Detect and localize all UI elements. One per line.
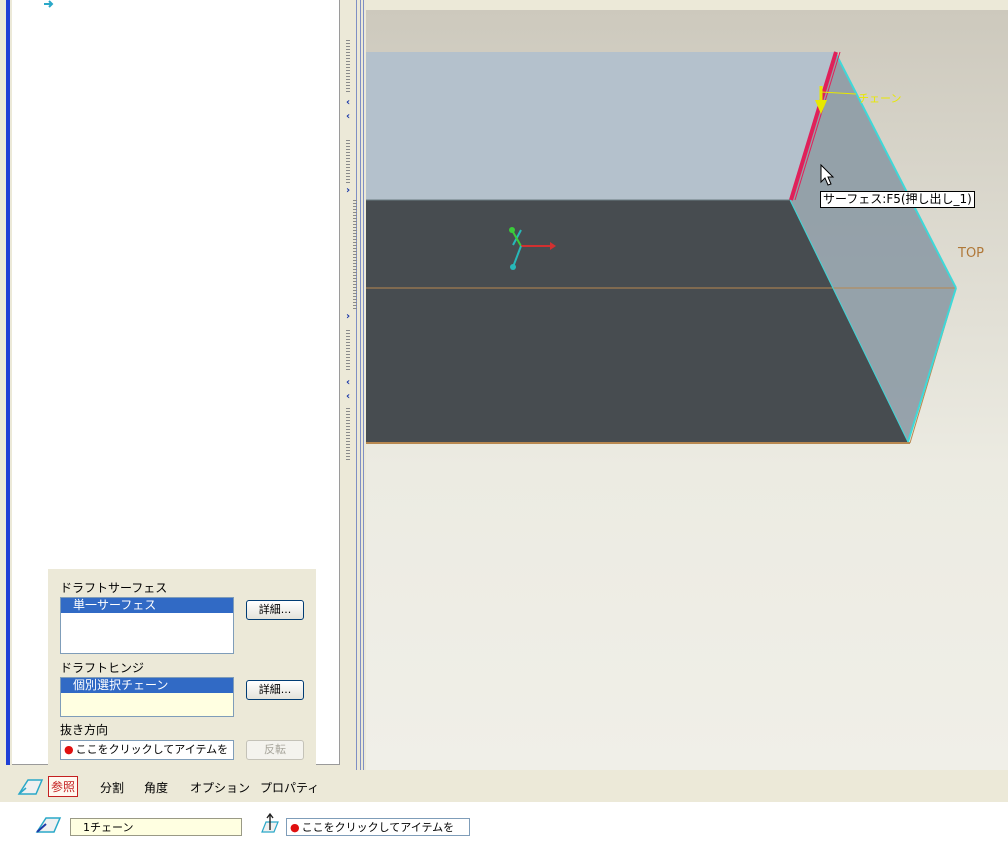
tab-options[interactable]: オプション	[190, 781, 251, 795]
expand-right-icon[interactable]: ›	[346, 311, 351, 322]
pull-direction-field[interactable]: ● ここをクリックしてアイテムを	[286, 818, 470, 836]
draft-surface-detail-button[interactable]: 詳細...	[246, 600, 304, 620]
collapse-left-icon[interactable]: ‹	[346, 391, 351, 402]
tab-split[interactable]: 分割	[100, 781, 125, 795]
splitter-grip	[346, 140, 350, 184]
chain-leader-line	[820, 91, 857, 95]
panel-accent-bar	[6, 0, 10, 765]
dashboard-tab-bar: 参照 分割 角度 オプション プロパティ	[0, 770, 1008, 802]
splitter-line	[356, 0, 357, 770]
tree-node-icon	[44, 0, 54, 8]
draft-hinge-field[interactable]: 1チェーン	[70, 818, 242, 836]
csys-y-tip	[509, 227, 515, 233]
splitter-grip	[346, 40, 350, 92]
chain-arrow-icon	[815, 100, 827, 114]
draft-surface-collector[interactable]: 単一サーフェス	[60, 597, 234, 654]
csys-z-axis	[512, 245, 522, 268]
draft-hinge-detail-button[interactable]: 詳細...	[246, 680, 304, 700]
highlighted-edge	[794, 51, 841, 201]
draft-hinge-item[interactable]: 個別選択チェーン	[61, 678, 233, 693]
required-dot-icon: ●	[290, 821, 300, 834]
draft-hinge-label: ドラフトヒンジ	[60, 661, 145, 675]
tab-references[interactable]: 参照	[48, 776, 79, 797]
side-surface[interactable]	[790, 52, 956, 442]
pull-direction-label: 抜き方向	[60, 723, 109, 737]
back-surface[interactable]	[366, 52, 835, 200]
csys-y-axis	[512, 231, 522, 247]
tab-properties[interactable]: プロパティ	[260, 781, 320, 795]
base-surface[interactable]	[366, 200, 908, 442]
collapse-left-icon[interactable]: ‹	[346, 97, 351, 108]
model-edge	[907, 287, 957, 443]
model-edge	[834, 51, 957, 289]
splitter-line	[363, 0, 364, 770]
expand-right-icon[interactable]: ›	[346, 185, 351, 196]
top-plane-label[interactable]: TOP	[958, 246, 985, 261]
draft-surface-item[interactable]: 単一サーフェス	[61, 598, 233, 613]
graphics-viewport[interactable]: チェーン サーフェス:F5(押し出し_1) TOP	[366, 10, 1008, 770]
splitter-grip	[353, 200, 357, 310]
surface-tooltip: サーフェス:F5(押し出し_1)	[820, 191, 975, 208]
collapse-left-icon[interactable]: ‹	[346, 377, 351, 388]
highlighted-edge[interactable]	[789, 51, 838, 201]
pull-direction-collector[interactable]: ● ここをクリックしてアイテムを	[60, 740, 234, 760]
reference-panel: ドラフトサーフェス 単一サーフェス 詳細... ドラフトヒンジ 個別選択チェーン…	[48, 569, 316, 770]
splitter-grip	[346, 408, 350, 460]
draft-feature-icon	[17, 779, 44, 795]
panel-splitter[interactable]: ‹ ‹ › › ‹ ‹	[343, 0, 365, 770]
dashboard-row: 1チェーン ● ここをクリックしてアイテムを	[0, 802, 1008, 841]
flip-button[interactable]: 反転	[246, 740, 304, 760]
model-geometry	[366, 51, 957, 444]
draft-surface-label: ドラフトサーフェス	[60, 581, 168, 595]
model-edge	[789, 199, 909, 443]
draft-hinge-collector[interactable]: 個別選択チェーン	[60, 677, 234, 717]
required-dot-icon: ●	[64, 743, 74, 756]
mouse-cursor-icon	[820, 163, 835, 186]
pull-direction-field-prompt: ここをクリックしてアイテムを	[301, 821, 455, 834]
chain-label: チェーン	[858, 92, 902, 105]
splitter-line	[360, 0, 361, 770]
draft-hinge-icon	[35, 817, 62, 833]
collapse-left-icon[interactable]: ‹	[346, 111, 351, 122]
csys-x-tip	[550, 242, 556, 250]
splitter-grip	[346, 330, 350, 370]
pull-direction-prompt: ここをクリックしてアイテムを	[75, 743, 229, 756]
tab-angle[interactable]: 角度	[144, 781, 169, 795]
pull-direction-icon	[261, 812, 279, 833]
